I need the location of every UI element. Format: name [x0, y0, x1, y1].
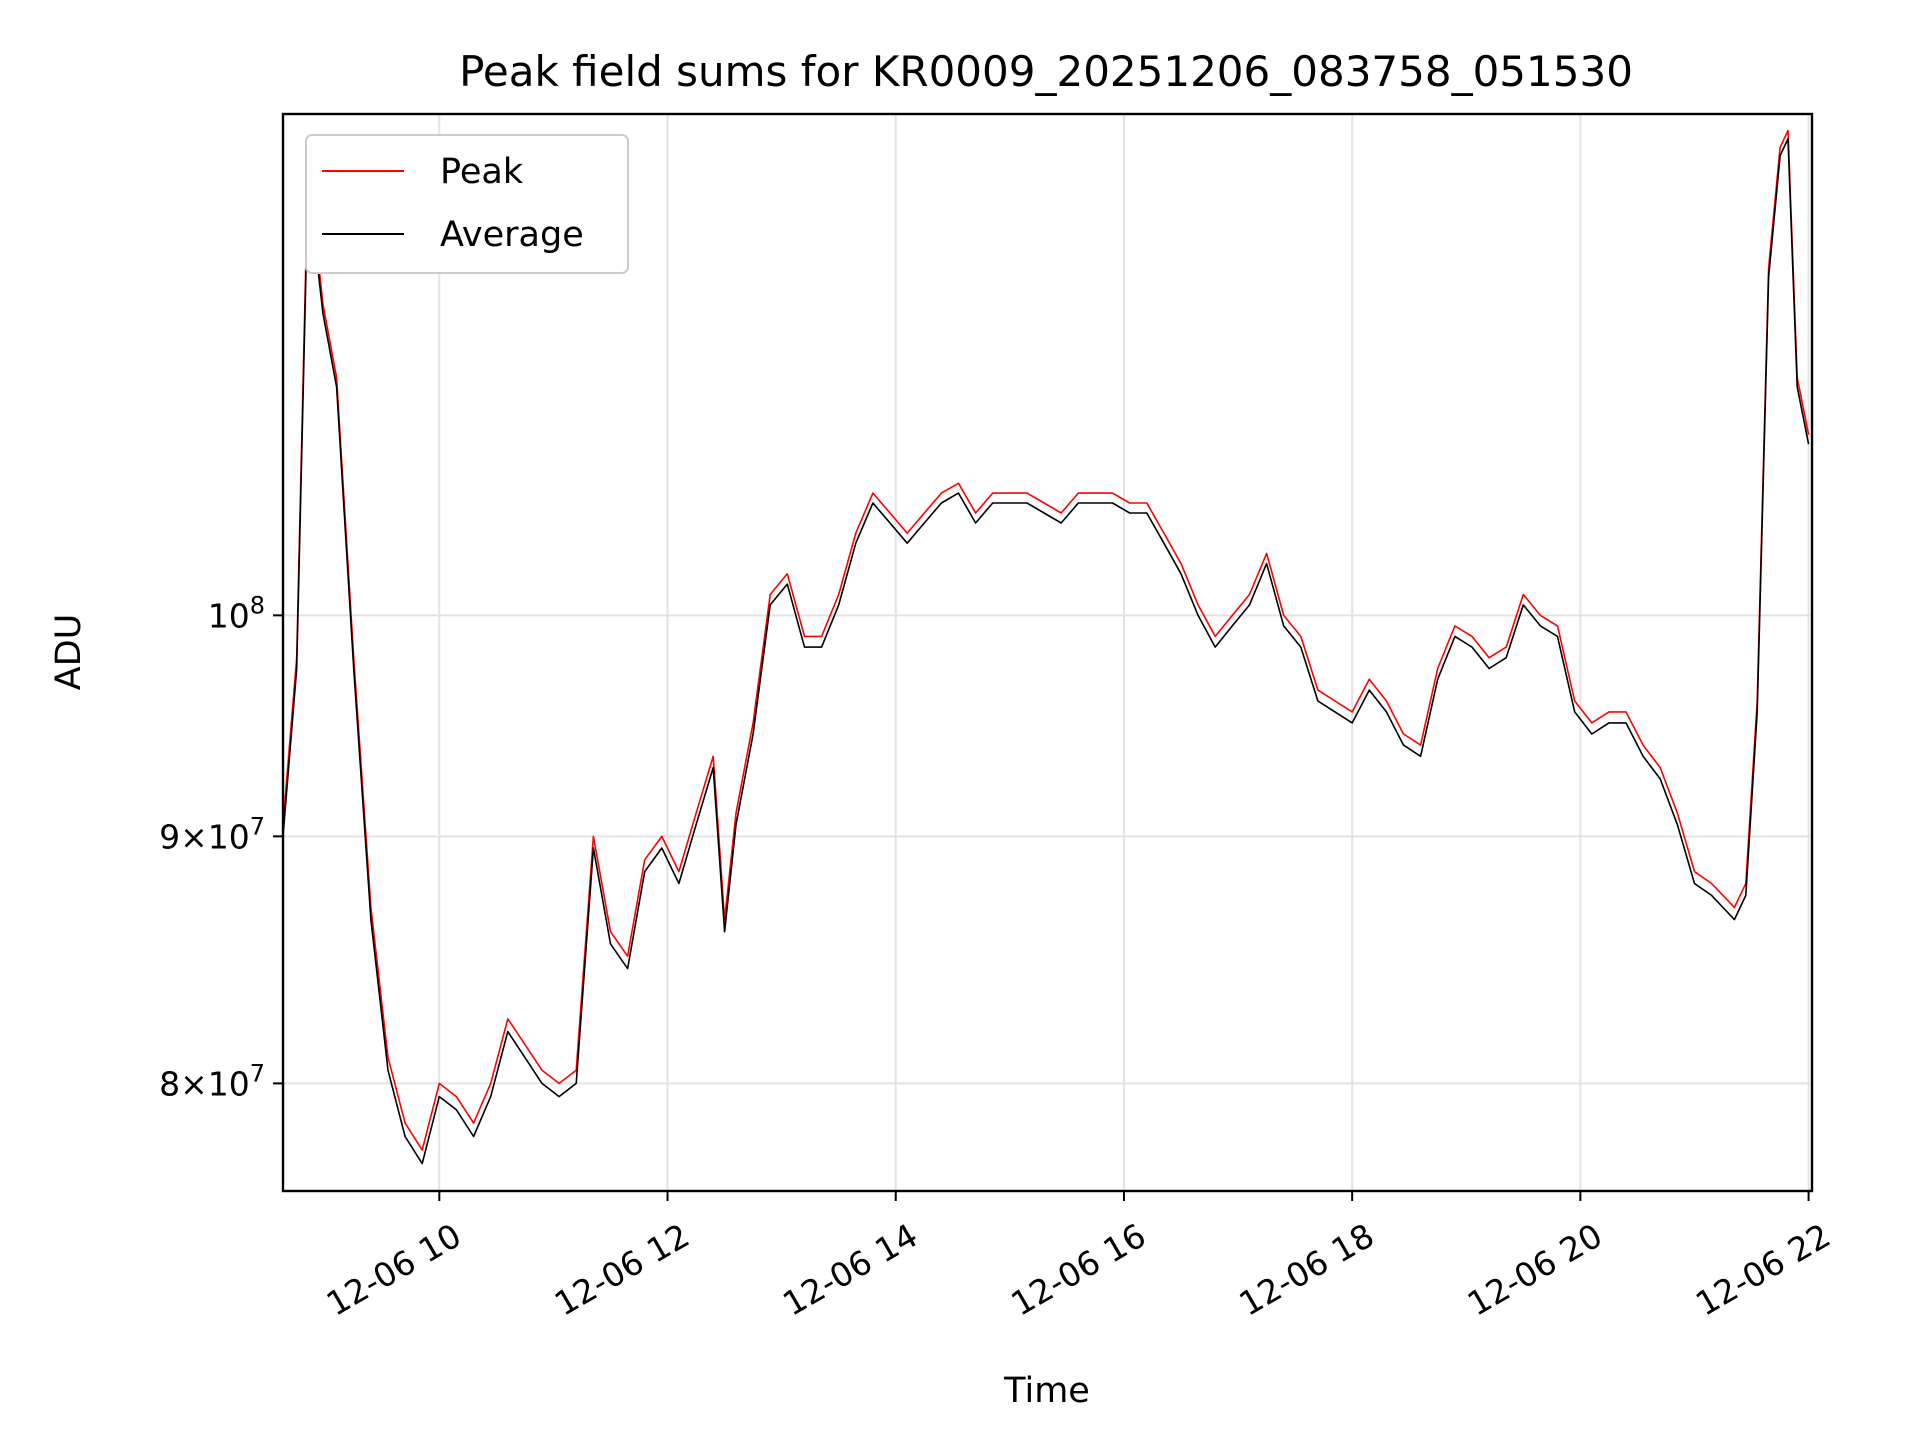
- x-tick-label: 12-06 14: [776, 1216, 924, 1324]
- legend-box: [305, 134, 629, 274]
- x-axis-label: Time: [1003, 1371, 1090, 1411]
- series-average-line: [282, 138, 1810, 1165]
- x-tick-label: 12-06 10: [320, 1216, 468, 1324]
- y-tick-label: 9×107: [159, 812, 265, 856]
- legend-peak-label: Peak: [440, 152, 524, 192]
- x-axis: 12-06 10 12-06 12 12-06 14 12-06 16 12-06 18…: [320, 1191, 1837, 1324]
- legend-average-label: Average: [440, 215, 584, 255]
- x-tick-label: 12-06 16: [1004, 1216, 1152, 1324]
- x-tick-label: 12-06 22: [1689, 1216, 1837, 1324]
- y-tick-label: 8×107: [159, 1059, 265, 1103]
- y-tick-label: 108: [208, 591, 265, 635]
- y-axis: 8×107 9×107 108: [159, 591, 283, 1103]
- x-tick-label: 12-06 18: [1233, 1216, 1381, 1324]
- series-peak-line: [282, 129, 1810, 1151]
- legend: Peak Average: [305, 134, 629, 274]
- series-area: [282, 129, 1810, 1165]
- chart-title: Peak field sums for KR0009_20251206_0837…: [459, 47, 1633, 96]
- y-axis-label: ADU: [49, 614, 89, 691]
- grid: [283, 114, 1812, 1191]
- plot-frame: [281, 112, 1814, 1193]
- x-tick-label: 12-06 12: [548, 1216, 696, 1324]
- x-tick-label: 12-06 20: [1461, 1216, 1609, 1324]
